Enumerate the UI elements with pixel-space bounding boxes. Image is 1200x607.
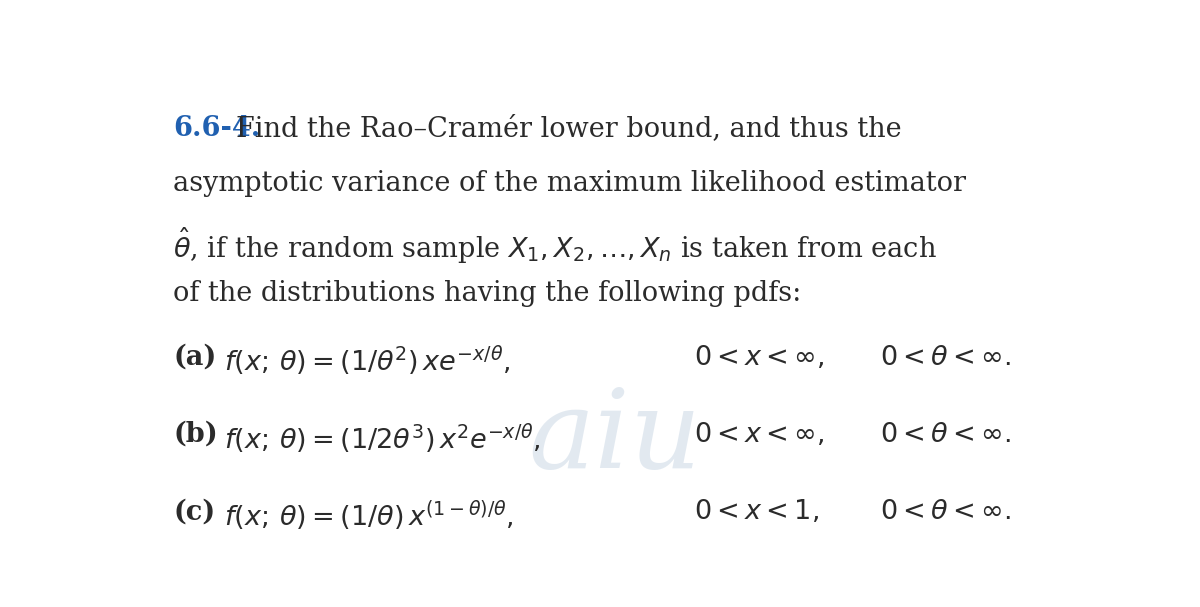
Text: $f(x;\, \theta) = (1/\theta^2)\, x e^{-x/\theta},$: $f(x;\, \theta) = (1/\theta^2)\, x e^{-x… — [224, 344, 511, 378]
Text: asymptotic variance of the maximum likelihood estimator: asymptotic variance of the maximum likel… — [173, 170, 966, 197]
Text: (c): (c) — [173, 498, 216, 525]
Text: $f(x;\, \theta) = (1/\theta)\, x^{(1-\theta)/\theta},$: $f(x;\, \theta) = (1/\theta)\, x^{(1-\th… — [224, 498, 514, 533]
Text: $0 < x < \infty,$: $0 < x < \infty,$ — [694, 421, 824, 448]
Text: $0 < \theta < \infty.$: $0 < \theta < \infty.$ — [880, 344, 1010, 371]
Text: $0 < \theta < \infty.$: $0 < \theta < \infty.$ — [880, 498, 1010, 525]
Text: (a): (a) — [173, 344, 217, 371]
Text: 6.6-4.: 6.6-4. — [173, 115, 260, 142]
Text: $0 < \theta < \infty.$: $0 < \theta < \infty.$ — [880, 421, 1010, 448]
Text: $\hat{\theta}$, if the random sample $X_1, X_2, \ldots, X_n$ is taken from each: $\hat{\theta}$, if the random sample $X_… — [173, 225, 937, 266]
Text: $f(x;\, \theta) = (1/2\theta^3)\, x^2 e^{-x/\theta},$: $f(x;\, \theta) = (1/2\theta^3)\, x^2 e^… — [224, 421, 541, 455]
Text: Find the Rao–Cramér lower bound, and thus the: Find the Rao–Cramér lower bound, and thu… — [236, 115, 902, 142]
Text: aiu: aiu — [528, 384, 702, 491]
Text: $0 < x < 1,$: $0 < x < 1,$ — [694, 498, 820, 525]
Text: (b): (b) — [173, 421, 218, 448]
Text: $0 < x < \infty,$: $0 < x < \infty,$ — [694, 344, 824, 371]
Text: of the distributions having the following pdfs:: of the distributions having the followin… — [173, 280, 802, 307]
